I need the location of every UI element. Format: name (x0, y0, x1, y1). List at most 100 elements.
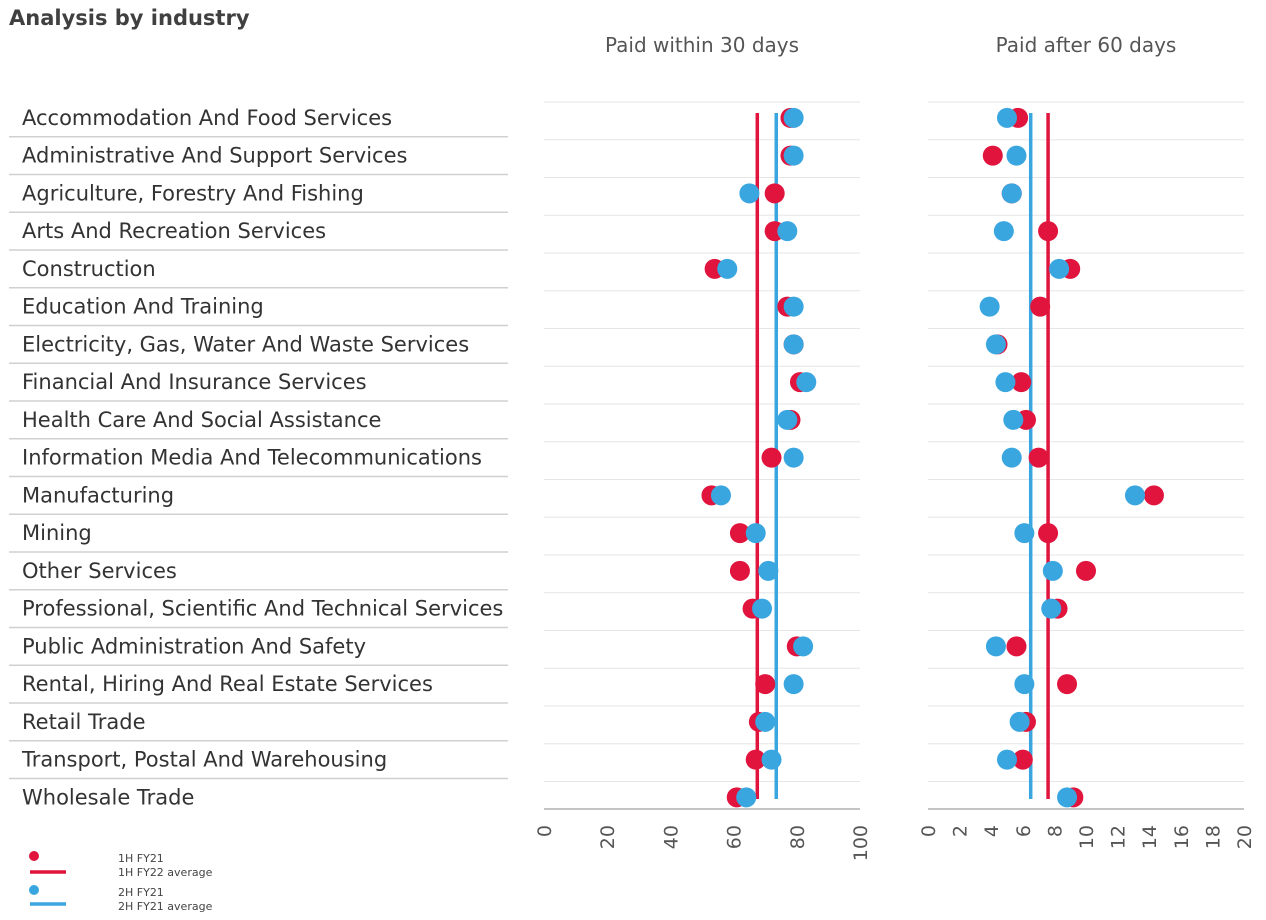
category-label-electricity-gas-water-and-waste-services: Electricity, Gas, Water And Waste Servic… (22, 332, 469, 356)
dot-2h-fy21-education-and-training (783, 296, 804, 317)
dot-1h-fy21-transport-postal-and-warehousing (745, 749, 766, 770)
dot-1h-fy21-financial-and-insurance-services (1011, 372, 1032, 393)
legend-label-1h-fy22-average: 1H FY22 average (118, 866, 213, 879)
dot-1h-fy21-other-services (1076, 560, 1096, 581)
x-tick-label: 60 (724, 825, 746, 849)
category-label-transport-postal-and-warehousing: Transport, Postal And Warehousing (21, 748, 387, 772)
dot-1h-fy21-information-media-and-telecommunications (761, 447, 782, 468)
dot-1h-fy21-other-services (729, 560, 750, 581)
dot-2h-fy21-rental-hiring-and-real-estate-services (783, 674, 804, 695)
dot-2h-fy21-manufacturing (710, 485, 731, 506)
category-label-mining: Mining (22, 521, 92, 545)
dot-2h-fy21-construction (1049, 258, 1070, 279)
dot-2h-fy21-professional-scientific-and-technical-services (752, 598, 773, 619)
panel-title-paid-within-30-days: Paid within 30 days (605, 33, 799, 57)
dot-2h-fy21-accommodation-and-food-services (997, 107, 1017, 128)
dot-2h-fy21-professional-scientific-and-technical-services (1041, 598, 1062, 619)
dot-2h-fy21-public-administration-and-safety (793, 636, 814, 657)
category-label-information-media-and-telecommunications: Information Media And Telecommunications (22, 446, 482, 470)
x-tick-label: 20 (1234, 825, 1256, 849)
category-label-wholesale-trade: Wholesale Trade (22, 785, 194, 809)
dot-2h-fy21-financial-and-insurance-services (995, 372, 1016, 393)
dot-2h-fy21-agriculture-forestry-and-fishing (1001, 183, 1022, 204)
category-label-construction: Construction (22, 257, 156, 281)
dot-1h-fy21-information-media-and-telecommunications (1028, 447, 1049, 468)
dot-2h-fy21-education-and-training (979, 296, 1000, 317)
x-tick-label: 4 (981, 825, 1003, 837)
dot-2h-fy21-other-services (758, 560, 779, 581)
x-tick-label: 16 (1171, 825, 1193, 849)
dot-2h-fy21-retail-trade (755, 711, 776, 732)
category-label-rental-hiring-and-real-estate-services: Rental, Hiring And Real Estate Services (22, 672, 433, 696)
dot-2h-fy21-health-care-and-social-assistance (1003, 409, 1024, 430)
category-label-education-and-training: Education And Training (22, 295, 264, 319)
x-tick-label: 20 (597, 825, 619, 849)
category-label-public-administration-and-safety: Public Administration And Safety (22, 634, 366, 658)
x-tick-label: 14 (1139, 825, 1161, 849)
dot-2h-fy21-health-care-and-social-assistance (777, 409, 798, 430)
category-label-accommodation-and-food-services: Accommodation And Food Services (22, 106, 392, 130)
dot-1h-fy21-agriculture-forestry-and-fishing (764, 183, 785, 204)
x-tick-label: 18 (1202, 825, 1224, 849)
x-tick-label: 0 (918, 825, 940, 837)
dot-1h-fy21-mining (729, 523, 750, 544)
dot-2h-fy21-transport-postal-and-warehousing (997, 749, 1017, 770)
legend-label-1h-fy21: 1H FY21 (118, 852, 164, 865)
dot-2h-fy21-agriculture-forestry-and-fishing (739, 183, 760, 204)
dot-2h-fy21-mining (745, 523, 766, 544)
dot-2h-fy21-arts-and-recreation-services (993, 221, 1014, 242)
dot-1h-fy21-rental-hiring-and-real-estate-services (755, 674, 776, 695)
dot-1h-fy21-rental-hiring-and-real-estate-services (1057, 674, 1078, 695)
x-tick-label: 10 (1076, 825, 1098, 849)
dot-2h-fy21-transport-postal-and-warehousing (761, 749, 782, 770)
x-tick-label: 0 (534, 825, 556, 837)
dot-1h-fy21-education-and-training (1030, 296, 1051, 317)
legend-label-2h-fy21: 2H FY21 (118, 886, 164, 899)
legend-marker-2h-fy21 (29, 885, 39, 895)
category-label-professional-scientific-and-technical-services: Professional, Scientific And Technical S… (22, 597, 503, 621)
category-label-agriculture-forestry-and-fishing: Agriculture, Forestry And Fishing (22, 181, 364, 205)
dot-1h-fy21-manufacturing (1143, 485, 1164, 506)
dot-2h-fy21-construction (717, 258, 738, 279)
category-label-financial-and-insurance-services: Financial And Insurance Services (22, 370, 367, 394)
dot-1h-fy21-mining (1038, 523, 1059, 544)
dot-2h-fy21-information-media-and-telecommunications (783, 447, 804, 468)
page-title: Analysis by industry (9, 6, 250, 30)
dot-2h-fy21-information-media-and-telecommunications (1001, 447, 1022, 468)
x-tick-label: 12 (1108, 825, 1130, 849)
x-tick-label: 2 (950, 825, 972, 837)
dot-1h-fy21-public-administration-and-safety (1006, 636, 1027, 657)
dot-2h-fy21-electricity-gas-water-and-waste-services (985, 334, 1006, 355)
legend-label-2h-fy21-average: 2H FY21 average (118, 900, 213, 913)
dot-2h-fy21-administrative-and-support-services (1006, 145, 1027, 166)
panel-title-paid-after-60-days: Paid after 60 days (996, 33, 1177, 57)
dot-2h-fy21-other-services (1042, 560, 1063, 581)
category-label-arts-and-recreation-services: Arts And Recreation Services (22, 219, 326, 243)
category-label-other-services: Other Services (22, 559, 177, 583)
category-label-manufacturing: Manufacturing (22, 483, 174, 507)
category-label-retail-trade: Retail Trade (22, 710, 146, 734)
dot-2h-fy21-retail-trade (1009, 711, 1030, 732)
dot-2h-fy21-administrative-and-support-services (783, 145, 804, 166)
x-tick-label: 6 (1013, 825, 1035, 837)
category-label-health-care-and-social-assistance: Health Care And Social Assistance (22, 408, 381, 432)
dot-1h-fy21-arts-and-recreation-services (1038, 221, 1059, 242)
dot-1h-fy21-transport-postal-and-warehousing (1012, 749, 1033, 770)
dot-2h-fy21-accommodation-and-food-services (783, 107, 804, 128)
dot-1h-fy21-administrative-and-support-services (982, 145, 1003, 166)
category-label-administrative-and-support-services: Administrative And Support Services (22, 144, 407, 168)
dot-2h-fy21-manufacturing (1124, 485, 1145, 506)
dot-2h-fy21-mining (1014, 523, 1035, 544)
dot-2h-fy21-rental-hiring-and-real-estate-services (1014, 674, 1035, 695)
x-tick-label: 100 (850, 825, 872, 861)
x-tick-label: 80 (787, 825, 809, 849)
x-tick-label: 40 (660, 825, 682, 849)
x-tick-label: 8 (1044, 825, 1066, 837)
dot-2h-fy21-public-administration-and-safety (985, 636, 1006, 657)
dot-2h-fy21-arts-and-recreation-services (777, 221, 798, 242)
legend-marker-1h-fy21 (29, 851, 39, 861)
dot-2h-fy21-wholesale-trade (1057, 787, 1078, 808)
dot-2h-fy21-electricity-gas-water-and-waste-services (783, 334, 804, 355)
dot-2h-fy21-financial-and-insurance-services (796, 372, 817, 393)
